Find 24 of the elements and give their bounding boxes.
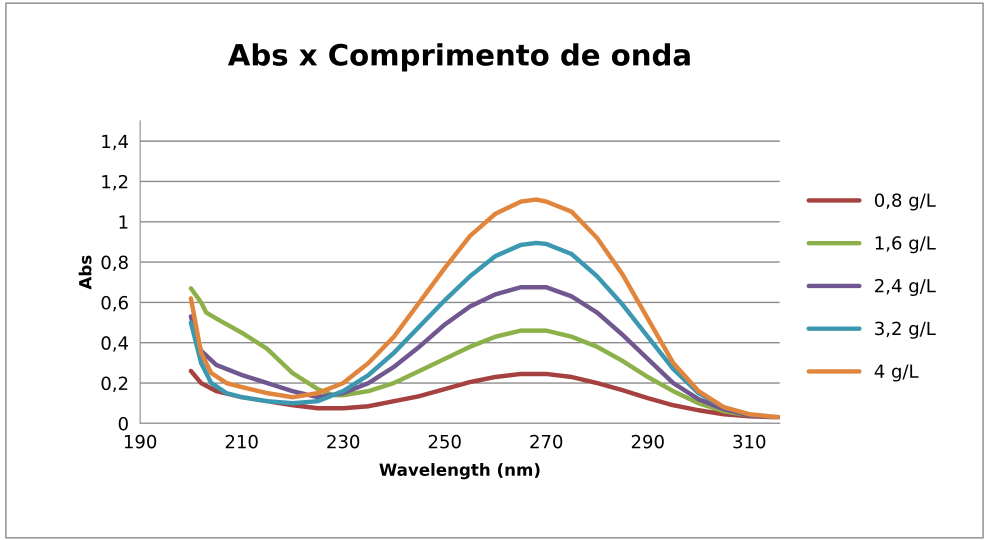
y-tick-label: 0,2 xyxy=(102,376,128,392)
legend-label: 1,6 g/L xyxy=(876,236,936,254)
chart-title: Abs x Comprimento de onda xyxy=(228,43,690,72)
y-tick-label: 0 xyxy=(118,416,128,430)
x-tick-label: 290 xyxy=(632,434,664,448)
line-series xyxy=(188,197,780,420)
y-tick-label: 1,4 xyxy=(102,134,128,150)
x-tick-label: 250 xyxy=(428,434,461,448)
y-tick-label: 0,4 xyxy=(102,336,128,352)
y-tick-label: 0,8 xyxy=(102,256,128,272)
x-tick-label: 190 xyxy=(124,434,156,448)
x-tick-label: 310 xyxy=(733,434,766,448)
legend-label: 4 g/L xyxy=(874,364,919,382)
y-tick-label: 1 xyxy=(120,215,128,229)
x-tick-label: 270 xyxy=(530,434,562,448)
y-tick-label: 1,2 xyxy=(102,174,128,190)
legend-label: 3,2 g/L xyxy=(875,322,936,339)
y-axis-title: Abs xyxy=(78,256,92,290)
x-tick-label: 230 xyxy=(327,434,360,448)
x-axis-title: Wavelength (nm) xyxy=(379,463,540,480)
legend-label: 0,8 g/L xyxy=(874,193,936,211)
legend-label: 2,4 g/L xyxy=(875,278,936,296)
y-tick-label: 0,6 xyxy=(102,296,128,312)
x-tick-label: 210 xyxy=(226,434,258,448)
